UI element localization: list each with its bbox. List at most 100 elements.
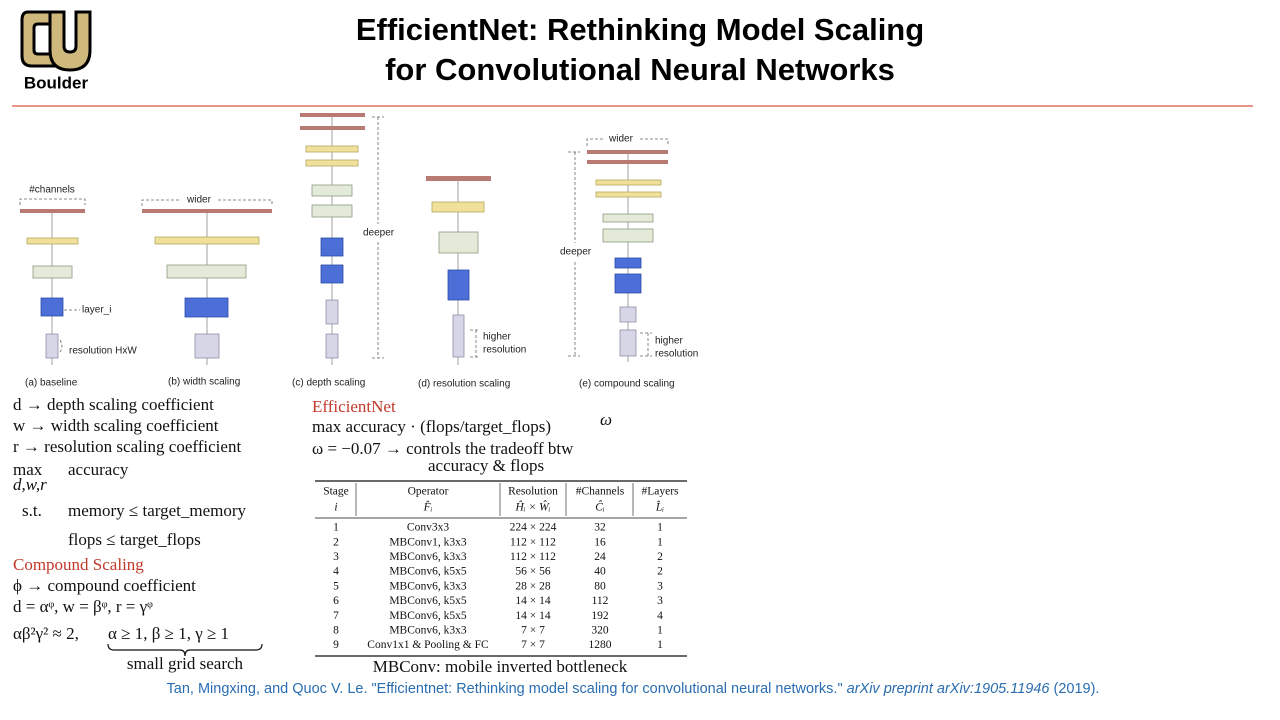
table-cell: 3 <box>333 551 339 563</box>
tradeoff: accuracy & flops <box>428 456 544 475</box>
definition: w → width scaling coefficient <box>13 416 219 435</box>
figure-caption: (a) baseline <box>25 378 78 389</box>
max-operator: max <box>13 460 43 479</box>
constraint: flops ≤ target_flops <box>68 530 201 549</box>
header-symbol: Ĉᵢ <box>595 500 605 514</box>
table-cell: 224 × 224 <box>510 522 557 534</box>
objective-exponent: ω <box>600 410 612 429</box>
header-symbol: F̂ᵢ <box>423 500 433 514</box>
underbrace <box>107 643 263 657</box>
header-symbol: L̂ᵢ <box>655 500 664 514</box>
table-cell: 80 <box>594 580 606 592</box>
table-cell: MBConv6, k5x5 <box>389 566 467 578</box>
table-cell: 112 <box>592 595 609 607</box>
figure-label: wider <box>608 134 634 145</box>
scaling-figure <box>19 113 669 365</box>
table-cell: 5 <box>333 580 339 592</box>
objective: accuracy <box>68 460 129 479</box>
definition: d → depth scaling coefficient <box>13 395 214 414</box>
table-cell: 14 × 14 <box>515 595 550 607</box>
tradeoff: ω = −0.07 → controls the tradeoff btw <box>312 439 574 458</box>
header-symbol: Ĥᵢ × Ŵᵢ <box>514 500 550 514</box>
figure-label: higher <box>483 332 511 343</box>
section-heading: Compound Scaling <box>13 555 144 574</box>
figure-label: wider <box>186 195 212 206</box>
figure-caption: (d) resolution scaling <box>418 379 510 390</box>
figure-label: resolution <box>655 349 698 360</box>
table-cell: MBConv6, k3x3 <box>389 551 467 563</box>
citation-year: (2019). <box>1049 681 1099 697</box>
header-cell: #Layers <box>641 486 679 498</box>
citation: Tan, Mingxing, and Quoc V. Le. "Efficien… <box>167 681 1100 697</box>
compound-constraint: αβ²γ² ≈ 2, <box>13 624 79 643</box>
table-cell: MBConv6, k5x5 <box>389 610 467 622</box>
definition: r → resolution scaling coefficient <box>13 437 241 456</box>
figure-caption: (b) width scaling <box>168 377 240 388</box>
table-cell: 320 <box>591 625 609 637</box>
table-cell: 2 <box>657 566 663 578</box>
logo-text: Boulder <box>24 73 89 92</box>
table-cell: 6 <box>333 595 339 607</box>
section-heading: EfficientNet <box>312 397 396 416</box>
compound-line: d = αᵠ, w = βᵠ, r = γᵠ <box>13 597 153 616</box>
brace-label: small grid search <box>127 654 244 673</box>
table-cell: 1 <box>657 522 663 534</box>
table-cell: 7 × 7 <box>521 639 545 651</box>
table-cell: 4 <box>333 566 339 578</box>
table-cell: 2 <box>333 536 339 548</box>
table-cell: 1 <box>657 639 663 651</box>
table-cell: 32 <box>594 522 606 534</box>
title: EfficientNet: Rethinking Model Scaling <box>356 12 924 47</box>
figure-label: resolution <box>483 345 526 356</box>
header-cell: Resolution <box>508 486 558 498</box>
table-cell: MBConv6, k5x5 <box>389 595 467 607</box>
title: for Convolutional Neural Networks <box>385 52 895 87</box>
table-cell: 3 <box>657 595 663 607</box>
citation-text: Tan, Mingxing, and Quoc V. Le. "Efficien… <box>167 681 847 697</box>
table-rules <box>315 480 687 657</box>
table-cell: 9 <box>333 639 339 651</box>
compound-line: ϕ → compound coefficient <box>13 576 196 595</box>
citation-venue: arXiv preprint arXiv:1905.11946 <box>847 681 1051 697</box>
table-cell: 14 × 14 <box>515 610 550 622</box>
table-cell: 56 × 56 <box>515 566 550 578</box>
figure-label: deeper <box>560 247 592 258</box>
table-cell: MBConv6, k3x3 <box>389 580 467 592</box>
table: Stage i Operator F̂ᵢ Resolution Ĥᵢ × Ŵᵢ #Chann… <box>323 486 679 652</box>
table-cell: 1 <box>333 522 339 534</box>
figure-label: layer_i <box>82 305 111 316</box>
table-cell: 4 <box>657 610 663 622</box>
table-cell: Conv1x1 & Pooling & FC <box>367 639 489 651</box>
figure-label: deeper <box>363 228 395 239</box>
table-cell: 8 <box>333 625 339 637</box>
table-cell: Conv3x3 <box>407 522 449 534</box>
logo <box>20 10 92 72</box>
header-cell: Operator <box>408 486 449 498</box>
table-cell: 1280 <box>589 639 612 651</box>
header-cell: #Channels <box>576 486 625 498</box>
table-cell: 28 × 28 <box>515 580 550 592</box>
header-symbol: i <box>334 502 337 514</box>
figure-label: resolution HxW <box>69 346 137 357</box>
max-subscript: d,w,r <box>13 475 47 494</box>
table-cell: 16 <box>594 536 606 548</box>
figure-caption: (e) compound scaling <box>579 379 675 390</box>
table-cell: 7 <box>333 610 339 622</box>
subject-to: s.t. <box>22 501 42 520</box>
table-cell: 192 <box>591 610 609 622</box>
table-cell: 2 <box>657 551 663 563</box>
efficientnet-objective: max accuracy · (flops/target_flops) <box>312 417 551 436</box>
table-cell: 112 × 112 <box>510 536 556 548</box>
header-cell: Stage <box>323 486 349 498</box>
table-cell: 112 × 112 <box>510 551 556 563</box>
constraint: memory ≤ target_memory <box>68 501 247 520</box>
table-cell: 1 <box>657 536 663 548</box>
table-cell: 24 <box>594 551 606 563</box>
figure-caption: (c) depth scaling <box>292 378 365 389</box>
table-cell: 7 × 7 <box>521 625 545 637</box>
table-caption: MBConv: mobile inverted bottleneck <box>373 657 628 676</box>
table-cell: MBConv1, k3x3 <box>389 536 467 548</box>
